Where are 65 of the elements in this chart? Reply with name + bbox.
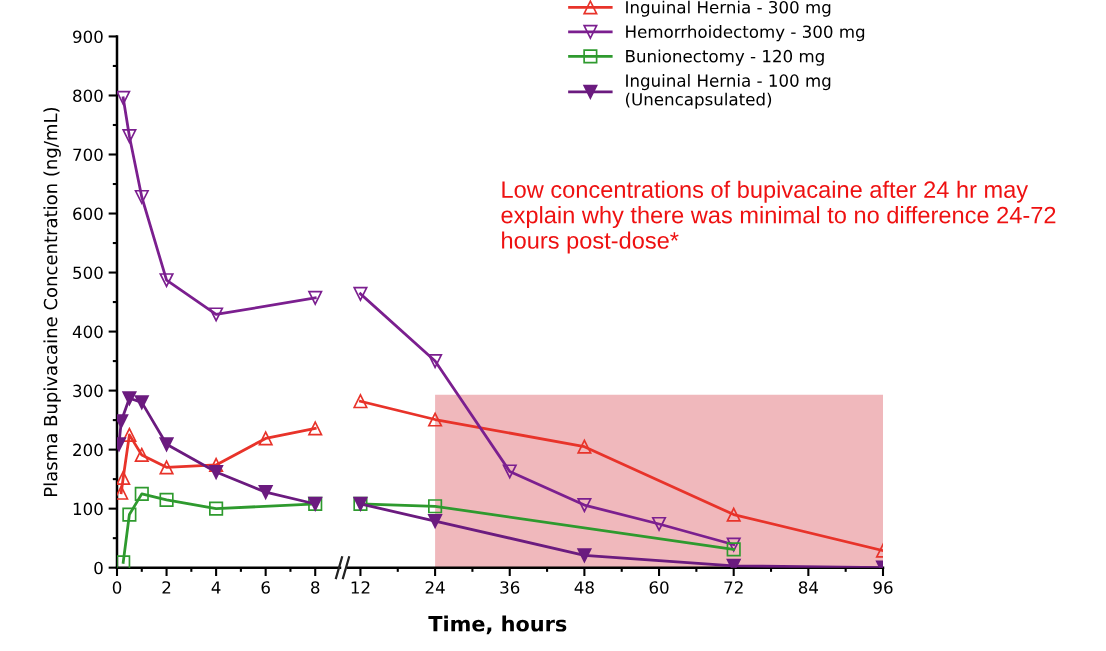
x-tick-label: 24 [425,581,445,594]
x-tick-label: 6 [261,581,270,594]
legend-label: Hemorrhoidectomy - 300 mg [626,25,865,42]
point [428,499,443,514]
y-tick-label: 200 [73,443,103,457]
x-tick-label: 12 [351,581,370,594]
point [308,290,323,306]
y-tick-label: 300 [73,384,103,398]
point [577,439,592,454]
point [258,485,273,500]
y-tick-label: 400 [72,325,103,339]
y-tick-label: 600 [73,207,103,221]
point [122,507,137,522]
x-tick-label: 4 [211,581,221,594]
x-tick-label: 8 [311,581,320,594]
point [159,492,174,507]
point [134,189,149,205]
point [577,548,592,563]
point [726,542,741,557]
point [134,447,149,463]
point [117,90,131,105]
point [122,391,137,406]
point [428,354,443,369]
point [726,537,741,552]
point [134,486,149,501]
point [117,470,131,486]
x-tick-label: 84 [798,581,819,594]
point [353,394,368,409]
point [428,513,443,529]
legend-label: Inguinal Hernia - 300 mg [626,0,831,17]
x-tick-label: 48 [574,581,594,594]
point [134,395,149,410]
point [308,421,323,436]
x-tick-label: 72 [724,581,743,594]
point [651,516,667,532]
point [209,464,224,480]
x-tick-label: 96 [873,581,893,594]
y-tick-label: 900 [73,30,103,44]
point [502,464,517,479]
point [258,431,273,446]
point [159,273,174,288]
x-tick-label: 36 [500,581,520,594]
x-tick-label: 2 [162,581,171,594]
y-tick-label: 0 [94,561,103,575]
point [353,286,368,301]
point [209,307,224,322]
point [159,460,174,475]
y-tick-label: 800 [73,89,103,103]
point [577,498,592,513]
point [726,507,741,522]
y-tick-label: 700 [73,148,103,162]
legend-label: Inguinal Hernia - 100 mg (Unencapsulated) [625,74,831,109]
point [159,437,174,452]
y-tick-label: 500 [73,266,103,280]
y-tick-label: 100 [73,502,103,516]
point [122,129,137,144]
point [122,427,137,442]
x-tick-label: 0 [112,581,122,594]
annotation: Low concentrations of bupivacaine after 24 hr may explain why there was minimal to no difference 24-72 hours post-dose* [501,180,1056,254]
point [209,501,224,516]
x-tick-label: 60 [649,581,669,594]
point [428,412,443,427]
y-axis-title: Plasma Bupivacaine Concentration (ng/mL) [43,107,61,496]
x-axis-title: Time, hours [428,615,567,635]
legend-label: Bunionectomy - 120 mg [626,49,824,66]
